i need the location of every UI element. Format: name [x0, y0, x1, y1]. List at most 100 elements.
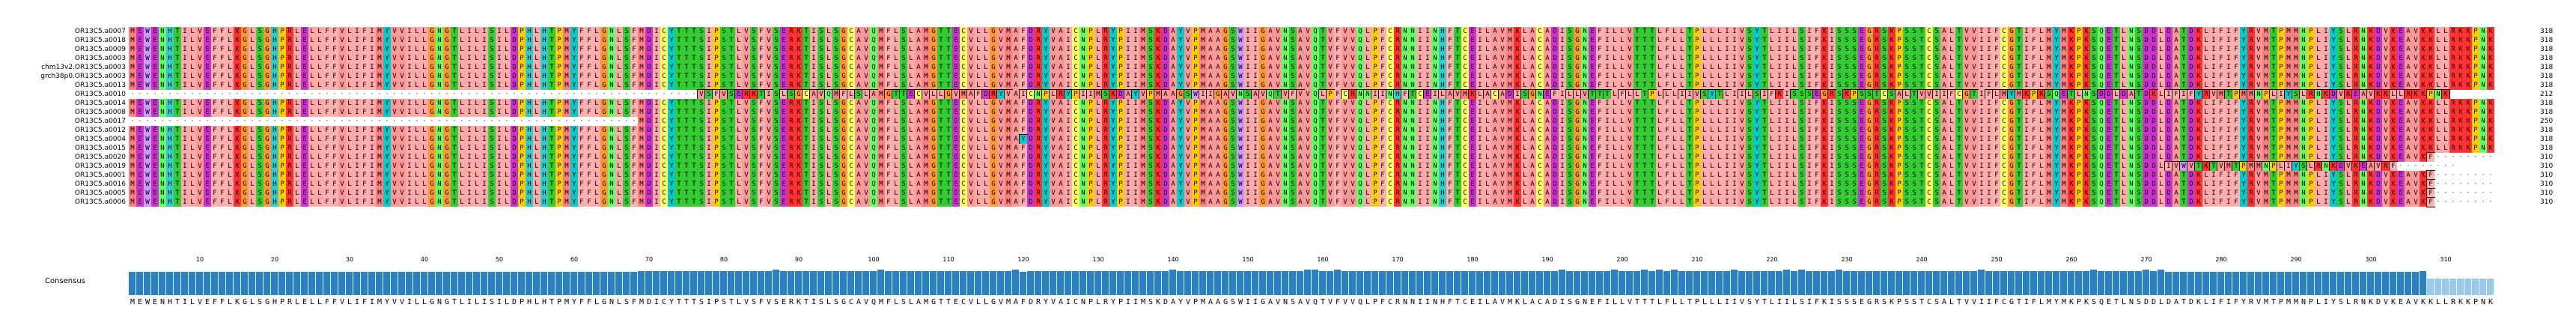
sequence-name[interactable]: OR13C5.a0009: [74, 46, 126, 53]
sequence-name[interactable]: chm13v2.OR13C5.a0003: [41, 64, 126, 71]
sequence-name[interactable]: OR13C5.a0004: [74, 136, 126, 143]
residue-cell: T: [2224, 89, 2233, 100]
residue-cell: P: [518, 99, 526, 108]
sequence-name[interactable]: OR13C5.a0013: [74, 82, 126, 89]
residue-cell: K: [2195, 126, 2202, 135]
residue-cell: L: [1671, 54, 1678, 63]
residue-cell: F: [2030, 27, 2038, 36]
residue-cell: V: [196, 126, 204, 135]
residue-cell: L: [1656, 162, 1663, 171]
residue-cell: A: [2172, 108, 2180, 117]
residue-cell: D: [2375, 27, 2382, 36]
residue-cell: P: [2075, 135, 2083, 144]
residue-cell: I: [2225, 72, 2232, 81]
residue-cell: F: [585, 144, 593, 153]
sequence-name[interactable]: grch38p0.OR13C5.a0003: [40, 73, 126, 80]
residue-cell: L: [1701, 54, 1708, 63]
residue-cell: L: [413, 81, 421, 90]
residue-cell: F: [758, 126, 765, 135]
residue-cell: I: [181, 99, 189, 108]
residue-cell: T: [945, 126, 952, 135]
sequence-name[interactable]: OR13C5.a0015: [74, 145, 126, 152]
residue-cell: L: [1902, 89, 1911, 100]
residue-cell: M: [563, 63, 570, 72]
residue-cell: N: [2300, 126, 2307, 135]
residue-cell: E: [1589, 27, 1596, 36]
residue-cell: P: [1192, 27, 1199, 36]
residue-cell: A: [1057, 81, 1065, 90]
sequence-name[interactable]: OR13C5.a0020: [74, 154, 126, 161]
residue-cell: T: [1761, 54, 1768, 63]
sequence-name[interactable]: OR13C5.a0003: [74, 55, 126, 62]
sequence-name[interactable]: OR13C5.a0019: [74, 163, 126, 170]
sequence-name[interactable]: OR13C5.a0018: [74, 37, 126, 44]
sequence-name[interactable]: OR13C5.a0012: [74, 127, 126, 134]
sequence-name[interactable]: OR13C5.a0007: [74, 28, 126, 35]
residue-cell: K: [2420, 81, 2427, 90]
sequence-name[interactable]: OR13C5.a0014: [74, 100, 126, 107]
residue-cell: N: [2360, 54, 2367, 63]
residue-cell: N: [608, 144, 615, 153]
residue-cell: R: [742, 89, 751, 100]
residue-cell: F: [2030, 153, 2038, 162]
residue-cell: K: [1888, 81, 1896, 90]
residue-cell: ·: [159, 90, 166, 99]
residue-cell: D: [1027, 117, 1035, 126]
residue-cell: Y: [1109, 144, 1117, 153]
residue-cell: M: [1199, 54, 1207, 63]
residue-cell: L: [593, 153, 600, 162]
residue-cell: I: [1416, 162, 1424, 171]
residue-cell: T: [1761, 63, 1768, 72]
residue-cell: Q: [870, 144, 877, 153]
residue-cell: I: [466, 144, 473, 153]
residue-cell: L: [1521, 27, 1529, 36]
residue-cell: L: [593, 72, 600, 81]
residue-cell: F: [578, 27, 585, 36]
residue-cell: N: [1581, 45, 1589, 54]
residue-cell: A: [1940, 99, 1948, 108]
sequence-name[interactable]: OR13C5.a0017: [74, 118, 126, 125]
residue-cell: R: [788, 63, 795, 72]
residue-cell: T: [1918, 117, 1925, 126]
residue-cell: N: [2360, 63, 2367, 72]
residue-cell: N: [1581, 99, 1589, 108]
residue-cell: T: [1408, 89, 1417, 100]
residue-cell: I: [406, 27, 413, 36]
residue-cell: A: [1491, 54, 1499, 63]
residue-cell: K: [2464, 126, 2472, 135]
residue-cell: F: [2172, 89, 2181, 100]
residue-cell: S: [1843, 144, 1851, 153]
residue-cell: S: [1147, 117, 1154, 126]
residue-cell: P: [1087, 99, 1094, 108]
residue-cell: V: [196, 162, 204, 171]
sequence-name[interactable]: OR13C5.a0010: [74, 91, 126, 98]
residue-cell: M: [376, 27, 383, 36]
residue-cell: P: [2277, 81, 2285, 90]
residue-cell: I: [2225, 108, 2232, 117]
residue-cell: V: [997, 144, 1005, 153]
residue-cell: N: [1401, 27, 1409, 36]
residue-cell: S: [817, 99, 825, 108]
residue-cell: A: [1491, 27, 1499, 36]
residue-cell: C: [960, 153, 967, 162]
residue-cell: V: [765, 135, 773, 144]
residue-cell: L: [421, 108, 428, 117]
residue-cell: I: [1978, 81, 1985, 90]
residue-cell: N: [1581, 72, 1589, 81]
residue-cell: T: [1454, 45, 1461, 54]
residue-cell: I: [1806, 54, 1813, 63]
residue-cell: L: [2389, 89, 2398, 100]
residue-cell: I: [181, 81, 189, 90]
sequence-name[interactable]: OR13C5.a0008: [74, 109, 126, 116]
residue-cell: L: [1948, 54, 1955, 63]
residue-cell: M: [2060, 36, 2068, 45]
residue-cell: T: [690, 144, 698, 153]
residue-cell: T: [2180, 135, 2187, 144]
residue-cell: L: [892, 135, 900, 144]
residue-cell: M: [2060, 144, 2068, 153]
residue-cell: I: [496, 153, 503, 162]
residue-cell: L: [907, 72, 915, 81]
residue-cell: K: [1154, 81, 1162, 90]
residue-cell: E: [1589, 117, 1596, 126]
